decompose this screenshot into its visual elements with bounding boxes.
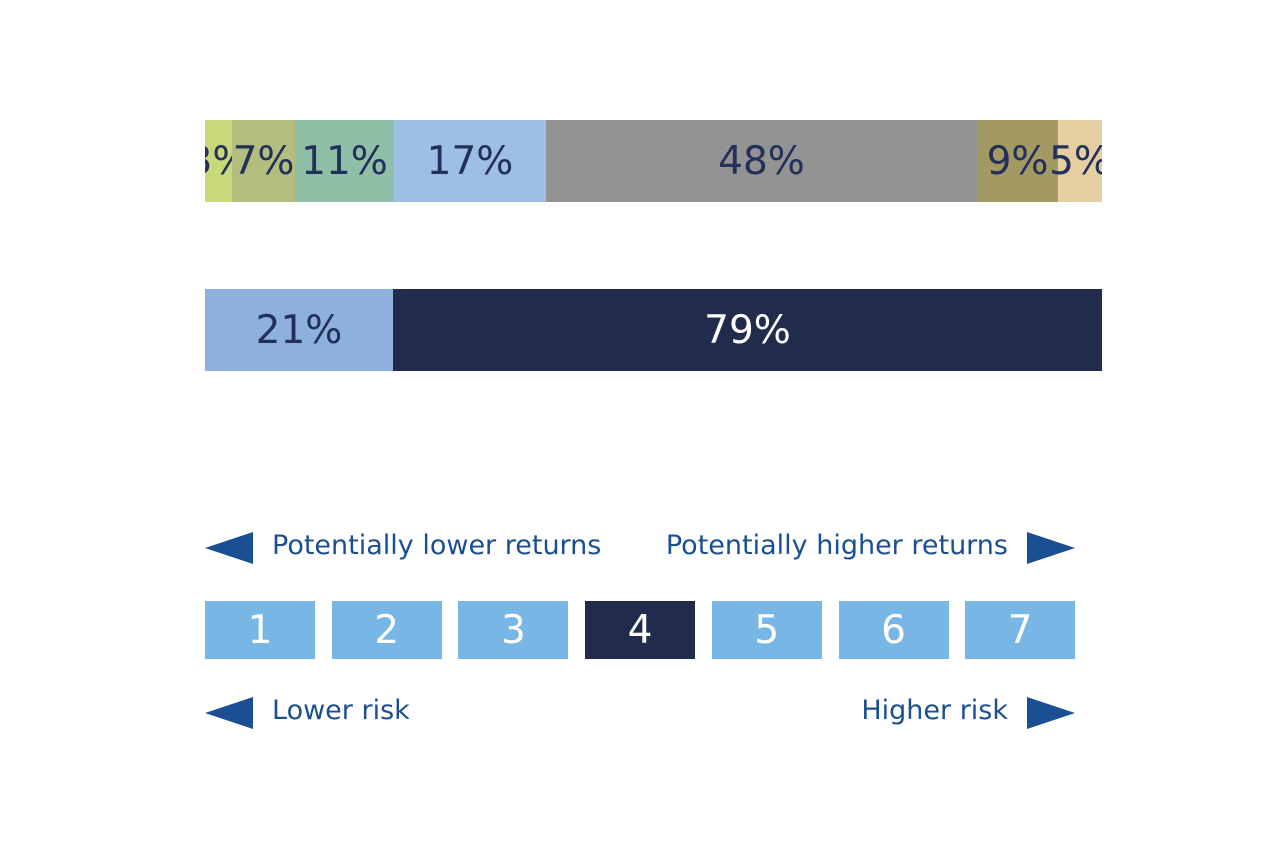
arrow-left-icon	[205, 697, 253, 729]
arrow-right-icon	[1027, 697, 1075, 729]
risk-level-3: 3	[458, 601, 569, 659]
bar-value-label: 5%	[1049, 138, 1102, 184]
asset-allocation-bar: 3%7%11% 17% 48% 9%5%	[205, 120, 1102, 202]
split-allocation-bar: 21% 79%	[205, 289, 1102, 371]
bar-segment: 9%	[977, 120, 1058, 202]
bar-value-label: 11%	[301, 138, 388, 184]
arrow-right-icon	[1027, 532, 1075, 564]
bar-value-label: 9%	[986, 138, 1049, 184]
bar-segment: 48%	[546, 120, 977, 202]
bar-value-label: 21%	[255, 307, 343, 353]
risk-indicator: Lower risk Higher risk	[205, 695, 1075, 731]
higher-returns-label: Potentially higher returns	[665, 530, 1008, 561]
lower-returns-label: Potentially lower returns	[272, 530, 602, 561]
risk-level-2: 2	[331, 601, 442, 659]
risk-level-4: 4	[585, 601, 696, 659]
higher-risk-label: Higher risk	[861, 695, 1008, 726]
bar-value-label: 48%	[718, 138, 805, 184]
bar-segment: 17%	[394, 120, 546, 202]
bar-segment: 3%	[205, 120, 249, 202]
returns-indicator: Potentially lower returns Potentially hi…	[205, 530, 1075, 566]
risk-level-7: 7	[965, 601, 1076, 659]
bar-segment: 79%	[393, 289, 1102, 371]
bar-value-label: 79%	[704, 307, 791, 353]
arrow-left-icon	[205, 532, 253, 564]
bar-segment: 5%	[1049, 120, 1102, 202]
bar-value-label: 7%	[232, 138, 295, 184]
risk-level-5: 5	[711, 601, 822, 659]
bar-segment: 11%	[295, 120, 394, 202]
risk-level-6: 6	[838, 601, 949, 659]
bar-segment: 7%	[232, 120, 295, 202]
bar-segment: 21%	[205, 289, 393, 371]
lower-risk-label: Lower risk	[272, 695, 410, 726]
risk-level-1: 1	[205, 601, 315, 659]
bar-value-label: 17%	[426, 138, 514, 184]
